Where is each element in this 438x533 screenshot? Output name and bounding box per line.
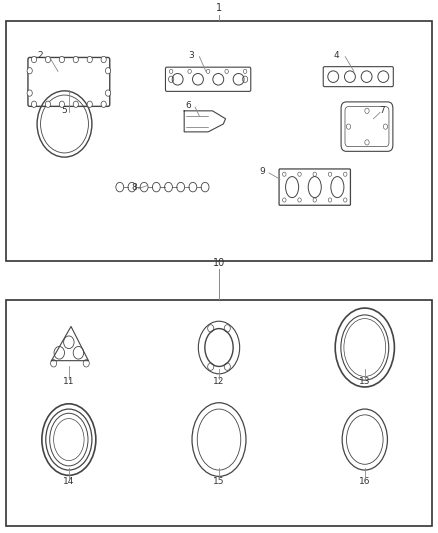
Text: 3: 3 xyxy=(188,51,194,60)
Circle shape xyxy=(32,101,37,108)
Text: 5: 5 xyxy=(62,107,67,115)
Bar xyxy=(6,21,432,261)
Text: 4: 4 xyxy=(334,51,339,60)
Circle shape xyxy=(101,56,106,63)
Text: 9: 9 xyxy=(260,167,265,176)
Circle shape xyxy=(73,56,78,63)
Bar xyxy=(6,300,432,527)
Text: 11: 11 xyxy=(63,377,74,386)
Circle shape xyxy=(27,90,32,96)
Circle shape xyxy=(87,101,92,108)
Text: 15: 15 xyxy=(213,477,225,486)
Circle shape xyxy=(59,56,64,63)
Circle shape xyxy=(87,56,92,63)
Text: 12: 12 xyxy=(213,377,225,386)
Circle shape xyxy=(73,101,78,108)
Circle shape xyxy=(27,68,32,74)
Circle shape xyxy=(106,68,111,74)
Circle shape xyxy=(101,101,106,108)
Text: 10: 10 xyxy=(213,257,225,268)
Text: 16: 16 xyxy=(359,477,371,486)
Text: 14: 14 xyxy=(63,477,74,486)
Text: 8: 8 xyxy=(131,183,137,191)
Text: 2: 2 xyxy=(38,51,43,60)
Text: 1: 1 xyxy=(216,3,222,13)
Text: 6: 6 xyxy=(186,101,191,110)
Circle shape xyxy=(46,101,50,108)
Circle shape xyxy=(59,101,64,108)
Text: 7: 7 xyxy=(379,107,385,115)
Circle shape xyxy=(32,56,37,63)
Circle shape xyxy=(46,56,50,63)
Circle shape xyxy=(106,90,111,96)
Text: 13: 13 xyxy=(359,377,371,386)
